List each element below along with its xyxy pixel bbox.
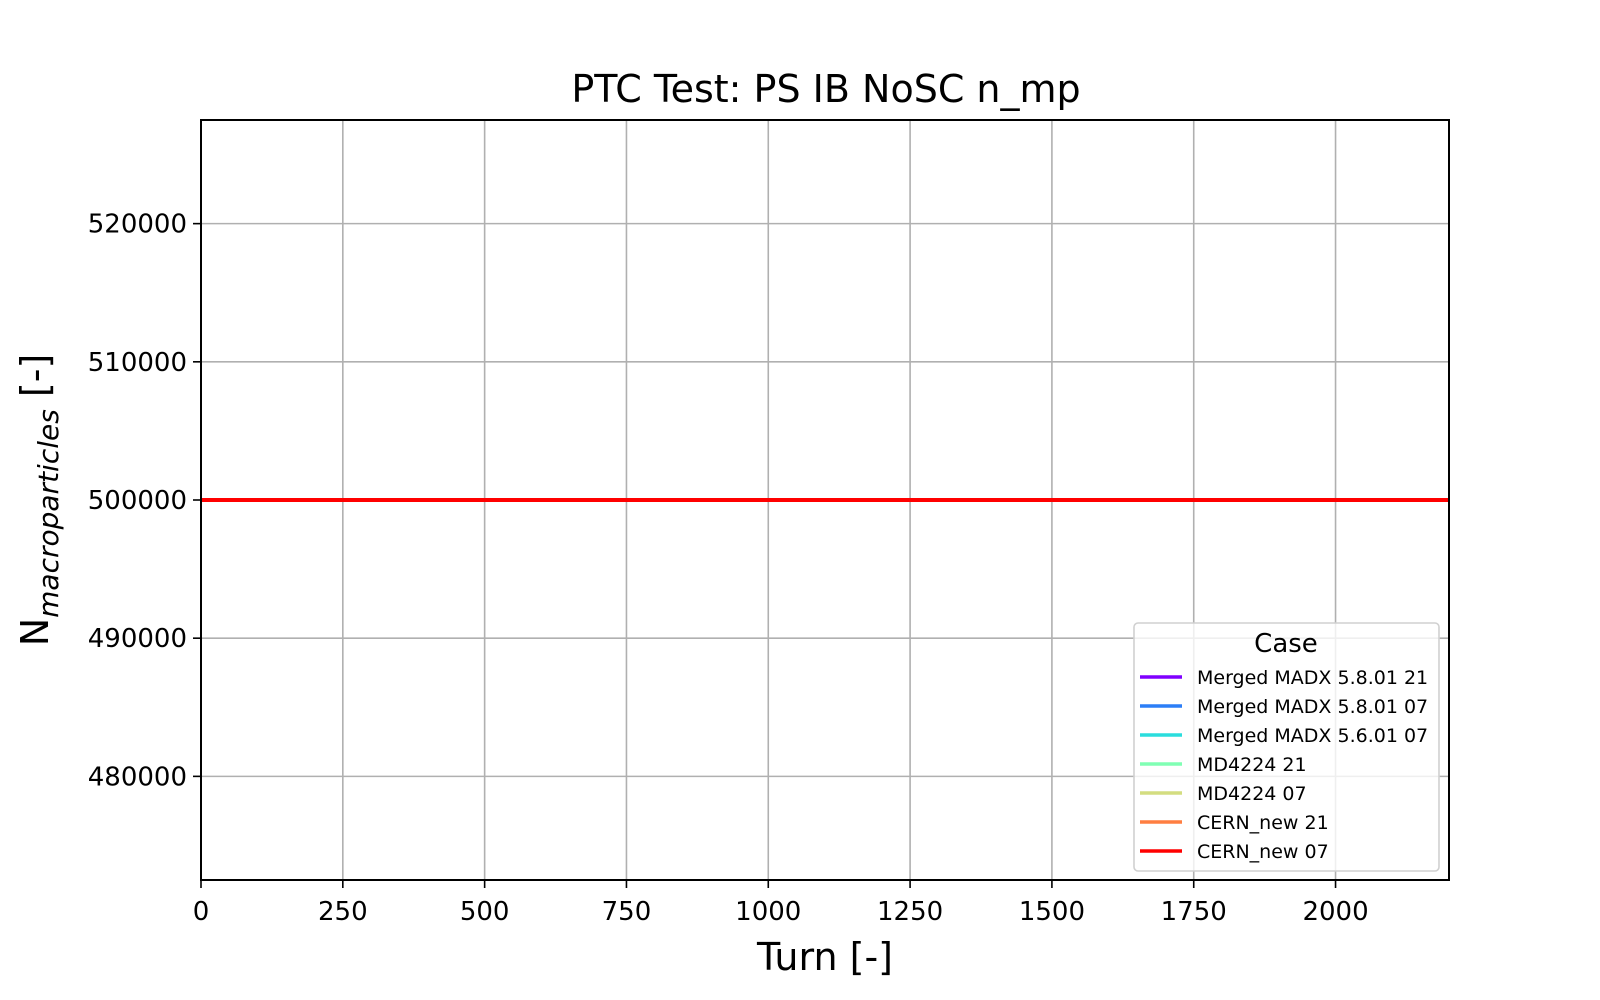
legend-label: Merged MADX 5.8.01 21 bbox=[1197, 667, 1428, 689]
legend-label: MD4224 21 bbox=[1197, 754, 1307, 776]
y-axis-label-main: N bbox=[13, 618, 57, 646]
y-tick-label: 520000 bbox=[88, 210, 187, 240]
legend-title: Case bbox=[1254, 629, 1318, 659]
y-tick-label: 510000 bbox=[88, 348, 187, 378]
x-tick-label: 1750 bbox=[1161, 897, 1227, 927]
legend-label: MD4224 07 bbox=[1197, 783, 1307, 805]
y-tick-label: 500000 bbox=[88, 486, 187, 516]
x-axis-ticks: 0 250 500 750 1000 1250 1500 1750 2000 bbox=[193, 880, 1369, 927]
y-axis-ticks: 480000 490000 500000 510000 520000 bbox=[88, 210, 201, 792]
y-tick-label: 480000 bbox=[88, 762, 187, 792]
y-axis-label-unit: [-] bbox=[13, 354, 57, 409]
x-tick-label: 250 bbox=[318, 897, 368, 927]
legend-items: Merged MADX 5.8.01 21 Merged MADX 5.8.01 … bbox=[1140, 667, 1428, 863]
x-tick-label: 500 bbox=[460, 897, 510, 927]
x-axis-label: Turn [-] bbox=[756, 935, 893, 979]
x-tick-label: 1000 bbox=[735, 897, 801, 927]
legend-label: Merged MADX 5.6.01 07 bbox=[1197, 725, 1428, 747]
x-tick-label: 750 bbox=[602, 897, 652, 927]
x-tick-label: 0 bbox=[193, 897, 210, 927]
x-tick-label: 1500 bbox=[1019, 897, 1085, 927]
legend-label: CERN_new 07 bbox=[1197, 841, 1329, 863]
legend-box bbox=[1133, 622, 1440, 872]
legend-label: CERN_new 21 bbox=[1197, 812, 1329, 834]
x-tick-label: 1250 bbox=[877, 897, 943, 927]
y-axis-label-subscript: macroparticles bbox=[32, 409, 65, 618]
chart-title: PTC Test: PS IB NoSC n_mp bbox=[571, 67, 1080, 111]
legend-label: Merged MADX 5.8.01 07 bbox=[1197, 696, 1428, 718]
y-axis-label: Nmacroparticles [-] bbox=[13, 354, 65, 647]
x-tick-label: 2000 bbox=[1302, 897, 1368, 927]
y-tick-label: 490000 bbox=[88, 624, 187, 654]
